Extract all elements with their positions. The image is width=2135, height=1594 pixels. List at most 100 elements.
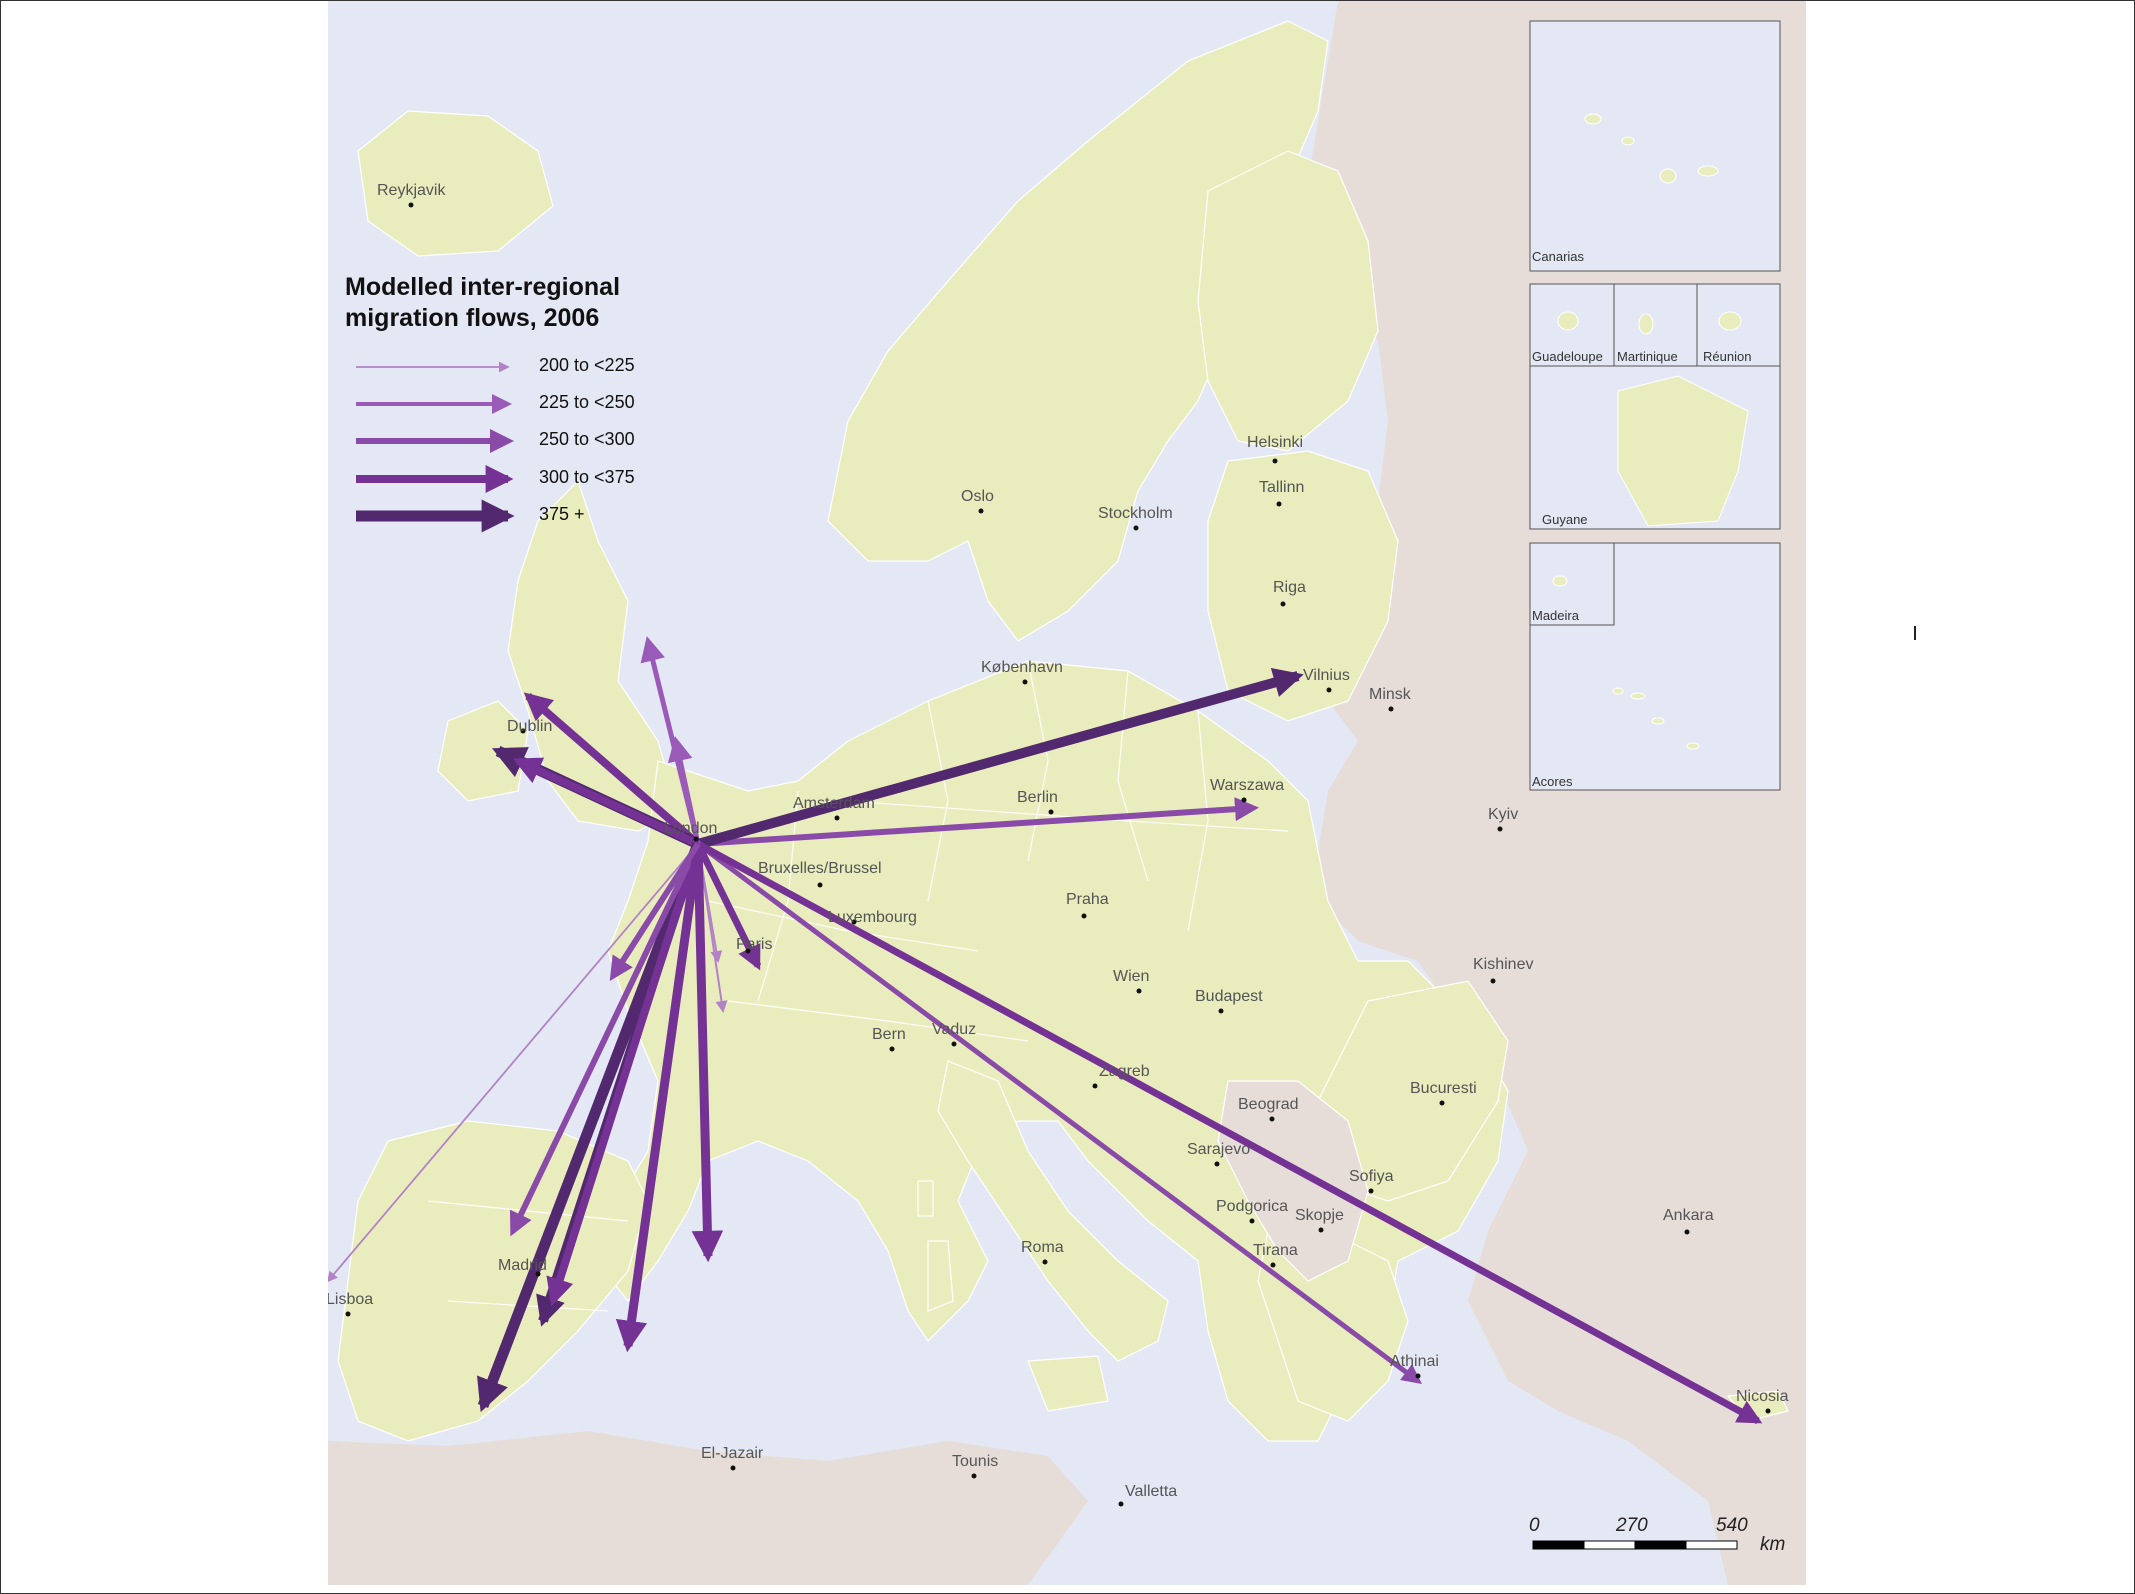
city-label: Budapest <box>1195 988 1263 1005</box>
flow-portugal <box>328 843 699 1283</box>
flow-vilnius <box>696 668 1304 849</box>
flow-spain-south <box>477 842 704 1413</box>
baltics <box>1207 450 1399 722</box>
city-dot <box>1368 1188 1374 1194</box>
balkans-non-eu <box>1217 1080 1369 1282</box>
city-dot <box>1270 1262 1276 1268</box>
city-dot <box>408 202 414 208</box>
city-dot <box>1241 797 1247 803</box>
legend-class-1: 200 to <225 <box>348 352 668 382</box>
city-label: Nicosia <box>1736 1388 1789 1405</box>
city-dot <box>1136 988 1142 994</box>
city-label: Stockholm <box>1098 505 1173 522</box>
legend-label: 250 to <300 <box>539 429 635 449</box>
legend-class-5: 375 + <box>348 501 668 531</box>
flow-ireland-2 <box>512 757 700 848</box>
city-label: El-Jazair <box>701 1445 764 1462</box>
legend-label: 200 to <225 <box>539 355 635 375</box>
city-dot <box>345 1311 351 1317</box>
scale-tick-0: 0 <box>1529 1515 1540 1536</box>
city-label: Bruxelles/Brussel <box>758 860 882 877</box>
city-dot <box>1081 913 1087 919</box>
city-dot <box>851 919 857 925</box>
flow-athinai <box>696 841 1423 1384</box>
city-dot <box>1684 1229 1690 1235</box>
city-dot <box>834 815 840 821</box>
city-label: Vilnius <box>1303 667 1350 684</box>
city-label: Sarajevo <box>1187 1141 1250 1158</box>
city-dot <box>745 948 751 954</box>
city-label: Wien <box>1113 968 1149 985</box>
ireland <box>437 700 529 802</box>
city-label: Sofiya <box>1349 1168 1394 1185</box>
legend-label: 300 to <375 <box>539 467 635 487</box>
corsica <box>917 1180 934 1217</box>
city-dot <box>1269 1116 1275 1122</box>
inset-label: Guadeloupe <box>1532 349 1603 364</box>
city-label: København <box>981 659 1063 676</box>
text-cursor-marker <box>1914 626 1916 640</box>
city-dot <box>978 508 984 514</box>
flow-scotland-1 <box>523 692 701 848</box>
city-layer: Reykjavik Helsinki Tallinn Oslo Stockholm Rig… <box>328 182 1789 1507</box>
legend-class-2: 225 to <250 <box>348 389 668 419</box>
scale-bar <box>1532 1540 1738 1550</box>
city-label: Tounis <box>952 1453 998 1470</box>
city-label: Oslo <box>961 488 994 505</box>
greece <box>1257 1230 1409 1422</box>
italy <box>937 1060 1169 1362</box>
legend-class-4: 300 to <375 <box>348 464 668 494</box>
city-label: Tallinn <box>1259 479 1304 496</box>
city-dot <box>1048 809 1054 815</box>
city-label: Reykjavik <box>377 182 446 199</box>
inset-label: Madeira <box>1532 608 1580 623</box>
scale-tick-270: 270 <box>1616 1515 1648 1536</box>
city-dot <box>1214 1161 1220 1167</box>
city-dot <box>1318 1227 1324 1233</box>
city-dot <box>1218 1008 1224 1014</box>
city-label: Bucuresti <box>1410 1080 1477 1097</box>
city-label: Podgorica <box>1216 1198 1288 1215</box>
city-label: Skopje <box>1295 1207 1344 1224</box>
sardinia <box>927 1240 954 1312</box>
city-dot <box>520 728 526 734</box>
legend-arrows <box>356 361 515 533</box>
legend-label: 375 + <box>539 504 585 524</box>
internal-borders <box>427 660 1289 1312</box>
city-label: Amsterdam <box>793 795 875 812</box>
city-dot <box>535 1271 541 1277</box>
city-dot <box>730 1465 736 1471</box>
city-label: Kishinev <box>1473 956 1533 973</box>
legend-title-line-1: Modelled inter-regional <box>345 273 621 301</box>
city-dot <box>1280 601 1286 607</box>
city-dot <box>693 836 699 842</box>
flow-spain-north <box>509 842 701 1237</box>
city-dot <box>1272 458 1278 464</box>
city-dot <box>1276 501 1282 507</box>
city-dot <box>1133 525 1139 531</box>
city-label: Helsinki <box>1247 434 1303 451</box>
scale-tick-540: 540 <box>1716 1515 1748 1536</box>
inset-label: Réunion <box>1703 349 1751 364</box>
flow-valencia <box>615 843 703 1353</box>
legend-label: 225 to <250 <box>539 392 635 412</box>
city-dot <box>1490 978 1496 984</box>
map-canvas: Reykjavik Helsinki Tallinn Oslo Stockholm Rig… <box>328 1 1806 1585</box>
city-dot <box>1326 687 1332 693</box>
city-label: Luxembourg <box>828 909 917 926</box>
city-dot <box>817 882 823 888</box>
city-dot <box>889 1046 895 1052</box>
city-dot <box>971 1473 977 1479</box>
inset-label-layer: Canarias Guadeloupe Martinique Réunion Guyan… <box>1532 249 1751 789</box>
flow-bordeaux <box>609 842 701 982</box>
city-dot <box>1022 679 1028 685</box>
map-panel[interactable]: Reykjavik Helsinki Tallinn Oslo Stockholm Rig… <box>328 1 1806 1585</box>
city-label: Paris <box>736 936 772 953</box>
finland <box>1197 150 1379 452</box>
city-label: Vaduz <box>932 1021 976 1038</box>
legend-title-line-2: migration flows, 2006 <box>345 304 600 332</box>
sicily <box>1027 1355 1109 1412</box>
city-dot <box>1042 1259 1048 1265</box>
migration-flows <box>328 636 1763 1425</box>
